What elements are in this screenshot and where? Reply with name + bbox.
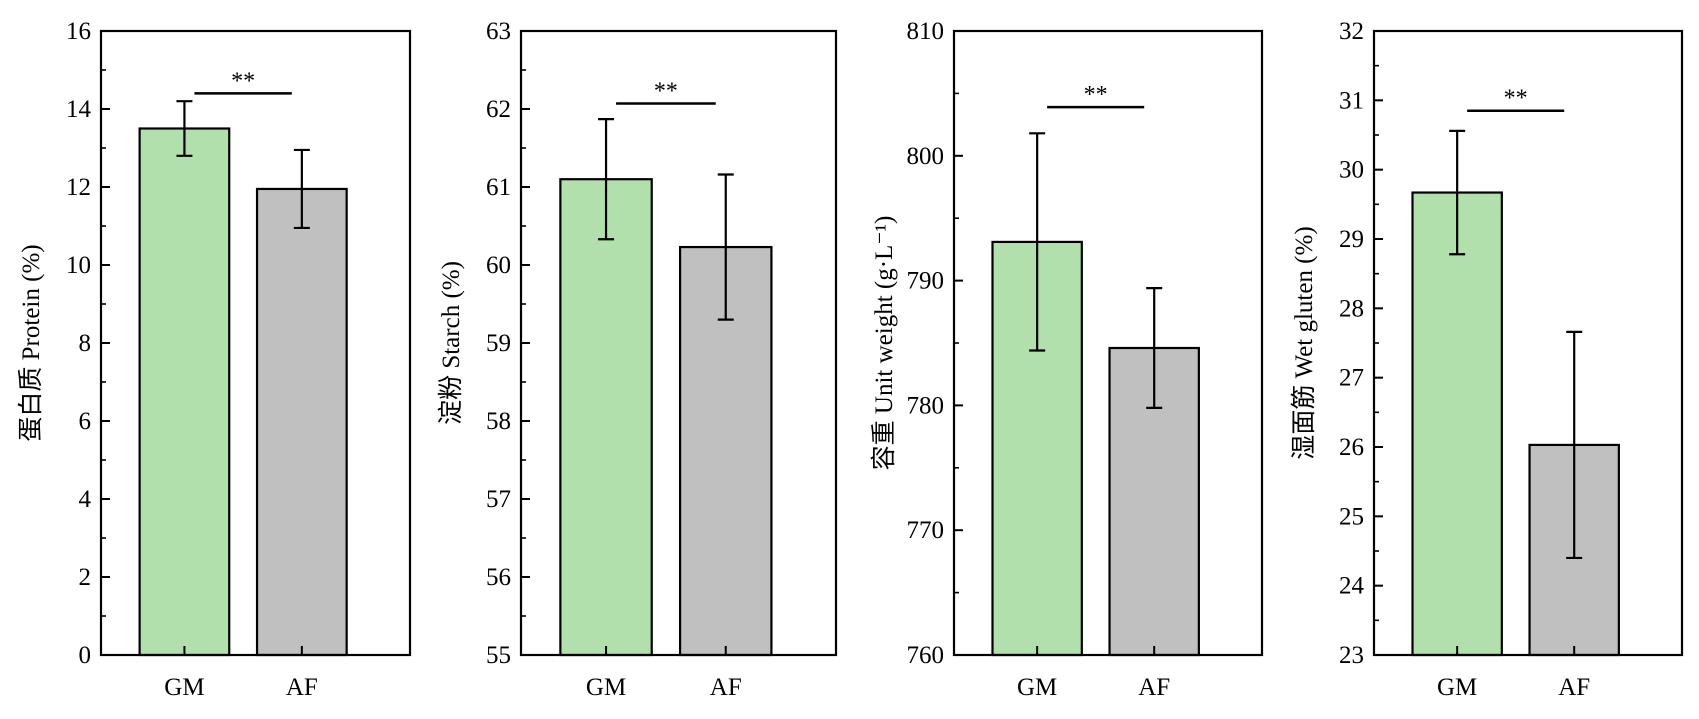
y-tick-label: 63 — [486, 18, 511, 45]
y-tick-label: 56 — [486, 564, 511, 591]
y-axis-label: 淀粉 Starch (%) — [437, 261, 465, 425]
y-tick-label: 62 — [486, 96, 511, 123]
y-tick-label: 30 — [1339, 157, 1364, 184]
y-tick-label: 61 — [486, 174, 511, 201]
chart-panel-3: GM AF ** 760 770 780 790 800 810 容重 Unit weight (… — [870, 18, 1264, 701]
chart-panel-1: GM AF ** 0 2 4 6 8 10 12 14 16 蛋白质 Protein (%) — [17, 18, 412, 701]
plot-frame — [1372, 29, 1684, 657]
y-tick-label: 800 — [907, 143, 945, 170]
bar-af — [255, 187, 348, 657]
y-axis-label: 容重 Unit weight (g·L⁻¹) — [870, 216, 898, 471]
x-tick-label: GM — [164, 674, 204, 701]
y-tick-label: 57 — [486, 486, 511, 513]
x-tick-label: AF — [1138, 674, 1170, 701]
y-tick-label: 58 — [486, 408, 511, 435]
y-tick-label: 780 — [907, 392, 945, 419]
y-axis-label: 湿面筋 Wet gluten (%) — [1290, 226, 1318, 459]
x-tick-label: GM — [1437, 674, 1477, 701]
plot-frame — [99, 29, 412, 657]
x-tick-label: AF — [1558, 674, 1590, 701]
plot-frame — [952, 29, 1264, 657]
y-tick-label: 31 — [1339, 87, 1364, 114]
x-tick-label: GM — [1017, 674, 1057, 701]
chart-panel-2: GM AF ** 55 56 57 58 59 60 61 62 63 淀粉 Starch (%) — [437, 18, 838, 701]
significance-label: ** — [1504, 86, 1528, 112]
y-tick-label: 60 — [486, 252, 511, 279]
y-tick-label: 14 — [66, 96, 92, 123]
y-tick-label: 770 — [907, 517, 945, 544]
y-tick-label: 29 — [1339, 226, 1364, 253]
y-tick-label: 27 — [1339, 365, 1364, 392]
y-tick-label: 0 — [79, 642, 92, 669]
significance-label: ** — [654, 79, 678, 105]
y-tick-label: 55 — [486, 642, 511, 669]
y-tick-label: 8 — [79, 330, 92, 357]
y-tick-label: 16 — [66, 18, 91, 45]
bar-gm — [1411, 191, 1503, 657]
bar-gm — [559, 178, 653, 657]
y-tick-label: 4 — [79, 486, 92, 513]
y-tick-label: 25 — [1339, 503, 1364, 530]
y-tick-label: 2 — [79, 564, 92, 591]
y-tick-label: 10 — [66, 252, 91, 279]
y-tick-label: 810 — [907, 18, 945, 45]
x-tick-label: AF — [710, 674, 742, 701]
x-tick-label: AF — [286, 674, 318, 701]
x-tick-label: GM — [586, 674, 626, 701]
y-tick-label: 24 — [1339, 573, 1365, 600]
y-tick-label: 32 — [1339, 18, 1364, 45]
y-tick-label: 6 — [79, 408, 92, 435]
significance-label: ** — [1084, 82, 1108, 108]
y-tick-label: 23 — [1339, 642, 1364, 669]
significance-label: ** — [231, 68, 255, 94]
y-tick-label: 760 — [907, 642, 945, 669]
y-tick-label: 28 — [1339, 295, 1364, 322]
plot-frame — [519, 29, 838, 657]
bar-gm — [138, 127, 231, 657]
y-tick-label: 790 — [907, 268, 945, 295]
y-tick-label: 12 — [66, 174, 91, 201]
y-axis-label: 蛋白质 Protein (%) — [17, 244, 45, 441]
y-tick-label: 26 — [1339, 434, 1364, 461]
chart-panel-4: GM AF ** 23 24 25 26 27 28 29 30 31 32 湿面筋 Wet gluten… — [1290, 18, 1684, 701]
y-tick-label: 59 — [486, 330, 511, 357]
